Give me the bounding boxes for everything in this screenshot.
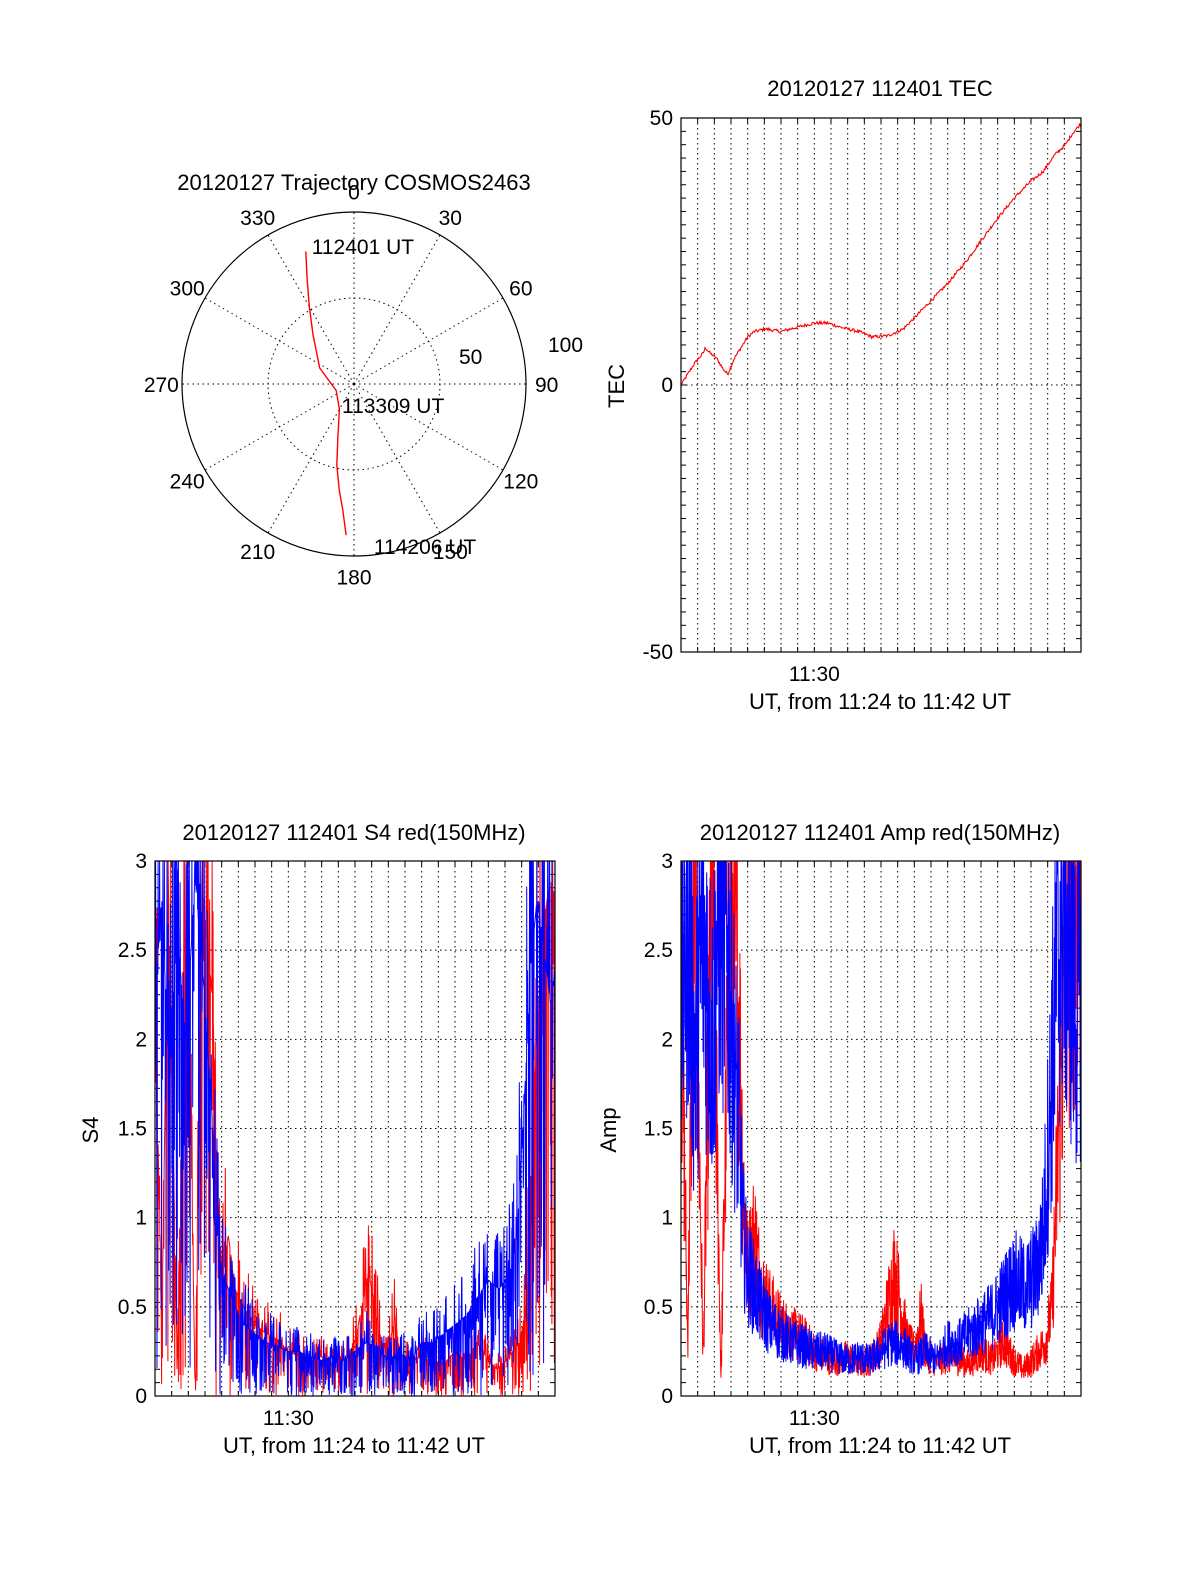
s4-ytick-label: 1.5 [644, 1118, 673, 1141]
tec-ylabel: TEC [604, 364, 629, 408]
polar-angle-label-0: 0 [348, 181, 360, 204]
s4-ytick-label: 1.5 [118, 1118, 147, 1141]
trajectory-time-label: 113309 UT [342, 395, 445, 418]
trajectory-line [305, 251, 347, 536]
polar-angle-label-30: 30 [439, 207, 462, 230]
s4-ytick-label: 2.5 [118, 939, 147, 962]
tec-title: 20120127 112401 TEC [767, 76, 993, 101]
radius-label-50: 50 [459, 346, 482, 369]
s4-ytick-label: 2 [661, 1028, 673, 1051]
trajectory-time-label: 112401 UT [312, 236, 415, 259]
s4-axes-frame [680, 860, 1082, 1397]
trajectory-polar-panel: 20120127 Trajectory COSMOS2463 0 30 60 90 12… [144, 170, 583, 590]
polar-angle-labels: 0 30 60 90 120 150 180 210 240 270 300 330 [144, 181, 558, 589]
polar-outer-circle [181, 211, 527, 557]
s4-xtick-label: 11:30 [263, 1407, 314, 1430]
s4-ylabel: S4 [78, 1117, 103, 1144]
s4-series-blue [680, 860, 1082, 1376]
trajectory-series [305, 251, 347, 536]
s4-title: 20120127 112401 S4 red(150MHz) [182, 820, 525, 845]
trajectory-time-label: 114206 UT [374, 536, 477, 559]
polar-angle-label-150: 150 [433, 541, 468, 564]
polar-angle-label-300: 300 [170, 278, 205, 301]
trajectory-annotations: 112401 UT 113309 UT 114206 UT [312, 236, 477, 559]
amp-ylabel: Amp [596, 1107, 621, 1152]
polar-angle-label-330: 330 [240, 207, 275, 230]
tec-xtick-label: 11:30 [789, 663, 840, 686]
polar-spoke-300 [204, 297, 355, 385]
s4-ytick-label: 0 [135, 1385, 147, 1408]
polar-angle-label-180: 180 [336, 567, 371, 590]
polar-spokes [182, 212, 526, 556]
polar-angle-label-270: 270 [144, 374, 179, 397]
amp-panel: 20120127 112401 Amp red(150MHz) 0 0.5 1 1.5… [596, 820, 1082, 1458]
s4-ytick-label: 2.5 [644, 939, 673, 962]
tec-axes-frame [680, 117, 1082, 653]
amp-title: 20120127 112401 Amp red(150MHz) [700, 820, 1060, 845]
trajectory-title: 20120127 Trajectory COSMOS2463 [177, 170, 530, 195]
polar-spoke-330 [267, 234, 355, 385]
tec-series-red [680, 122, 1082, 386]
polar-spoke-120 [353, 383, 504, 471]
polar-angle-label-90: 90 [535, 374, 558, 397]
s4-ytick-label: 3 [135, 850, 147, 873]
s4-ytick-label: 3 [661, 850, 673, 873]
tec-ytick-label: 0 [661, 374, 673, 397]
s4-xtick-label: 11:30 [789, 1407, 840, 1430]
radius-label-100: 100 [548, 334, 583, 357]
s4-ytick-label: 2 [135, 1028, 147, 1051]
polar-angle-label-60: 60 [509, 278, 532, 301]
s4-axes-frame [154, 860, 556, 1397]
tec-ytick-label: 50 [650, 107, 673, 130]
polar-spoke-240 [204, 383, 355, 471]
s4-ytick-label: 0.5 [644, 1296, 673, 1319]
polar-spoke-210 [267, 383, 355, 534]
polar-spoke-60 [353, 297, 504, 385]
polar-spoke-150 [353, 383, 441, 534]
amp-xlabel: UT, from 11:24 to 11:42 UT [749, 1433, 1011, 1458]
polar-angle-label-240: 240 [170, 470, 205, 493]
polar-angle-label-120: 120 [503, 470, 538, 493]
tec-ytick-label: -50 [643, 641, 673, 664]
s4-ytick-label: 1 [135, 1207, 147, 1230]
s4-ytick-label: 0.5 [118, 1296, 147, 1319]
s4-plot-area: 0 0.5 1 1.5 2 2.5 3 11:30 [118, 850, 556, 1430]
polar-angle-label-210: 210 [240, 541, 275, 564]
s4-xlabel: UT, from 11:24 to 11:42 UT [223, 1433, 485, 1458]
amp-plot-area: 0 0.5 1 1.5 2 2.5 3 11:30 [644, 850, 1082, 1430]
s4-panel: 20120127 112401 S4 red(150MHz) 0 0.5 1 1.5 2… [78, 820, 556, 1458]
tec-panel: 20120127 112401 TEC -50 0 50 11:30 UT, from… [604, 76, 1082, 714]
s4-series-blue [154, 860, 556, 1397]
tec-xlabel: UT, from 11:24 to 11:42 UT [749, 689, 1011, 714]
polar-spoke-30 [353, 234, 441, 385]
s4-ytick-label: 0 [661, 1385, 673, 1408]
tec-plot-area: -50 0 50 11:30 [643, 107, 1082, 686]
s4-ytick-label: 1 [661, 1207, 673, 1230]
